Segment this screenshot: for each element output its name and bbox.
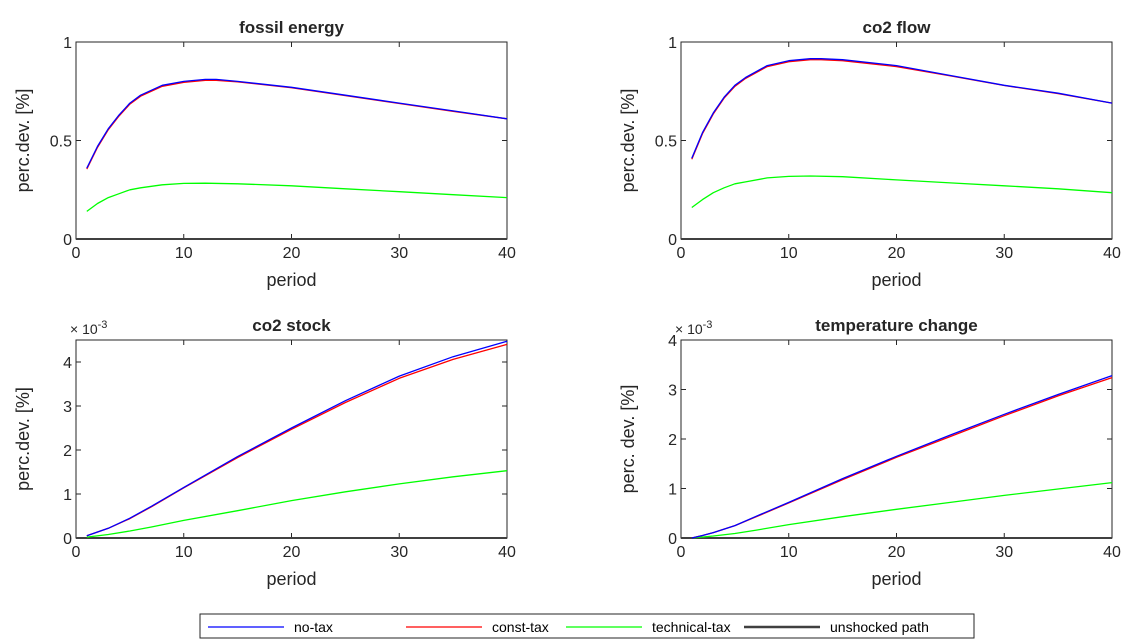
legend-item: no-tax — [208, 619, 333, 635]
series-line-technical-tax — [691, 481, 1113, 539]
x-tick-label: 0 — [677, 245, 686, 262]
x-tick-label: 30 — [995, 245, 1013, 262]
y-tick-label: 0 — [668, 232, 677, 249]
x-tick-label: 10 — [175, 245, 193, 262]
series-line-technical-tax — [86, 182, 508, 212]
x-tick-label: 10 — [780, 245, 798, 262]
series-line-no-tax — [691, 58, 1113, 159]
y-exponent-power: -3 — [98, 319, 108, 331]
x-tick-label: 40 — [498, 544, 516, 561]
x-tick-label: 30 — [390, 544, 408, 561]
subplot-3: 0 10 20 30 40 0 1 2 3 4 × 10-3 co2 stock period perc.… — [13, 316, 516, 589]
axes-box — [680, 339, 1113, 539]
y-tick-label: 3 — [63, 399, 72, 416]
legend: no-tax const-tax technical-tax unshocked pa… — [199, 613, 975, 639]
axes-box — [75, 41, 508, 240]
x-axis-label: period — [266, 270, 316, 290]
x-tick-label: 10 — [175, 544, 193, 561]
legend-label: technical-tax — [652, 619, 731, 635]
series-line-technical-tax — [691, 175, 1113, 209]
y-tick-label: 0 — [63, 531, 72, 548]
x-tick-label: 40 — [1103, 245, 1121, 262]
y-tick-label: 1 — [63, 487, 72, 504]
series-line-no-tax — [691, 374, 1113, 539]
x-tick-label: 30 — [390, 245, 408, 262]
legend-label: const-tax — [492, 619, 549, 635]
x-tick-label: 20 — [283, 544, 301, 561]
x-axis-label: period — [266, 569, 316, 589]
x-tick-label: 0 — [677, 544, 686, 561]
legend-item: unshocked path — [744, 619, 929, 635]
subplot-4: 0 10 20 30 40 0 1 2 3 4× 10-3 temperature change pe… — [618, 316, 1121, 589]
y-tick-label: 2 — [668, 432, 677, 449]
x-tick-label: 20 — [888, 544, 906, 561]
y-exponent-base: × 10 — [675, 321, 703, 337]
legend-label: unshocked path — [830, 619, 929, 635]
legend-box — [199, 613, 975, 639]
chart-title: co2 flow — [862, 18, 931, 37]
y-exponent-label: × 10-3 — [675, 319, 712, 337]
y-tick-label: 0 — [668, 531, 677, 548]
axes-box — [75, 339, 508, 539]
legend-item: const-tax — [406, 619, 549, 635]
y-exponent-label: × 10-3 — [70, 319, 107, 337]
x-tick-label: 40 — [498, 245, 516, 262]
y-tick-label: 0.5 — [655, 134, 677, 151]
series-line-no-tax — [86, 340, 508, 537]
y-axis-label: perc.dev. [%] — [13, 89, 33, 193]
y-tick-label: 1 — [63, 35, 72, 52]
y-tick-label: 1 — [668, 482, 677, 499]
x-tick-label: 30 — [995, 544, 1013, 561]
y-tick-label: 3 — [668, 383, 677, 400]
series-line-no-tax — [86, 78, 508, 169]
y-exponent-base: × 10 — [70, 321, 98, 337]
x-tick-label: 0 — [72, 245, 81, 262]
y-axis-label: perc. dev. [%] — [618, 385, 638, 494]
x-tick-label: 10 — [780, 544, 798, 561]
x-axis-label: period — [871, 270, 921, 290]
subplot-2: 0 10 20 30 40 0 0.5 1 co2 flow period perc.dev. [%… — [618, 18, 1121, 290]
y-axis-label: perc.dev. [%] — [618, 89, 638, 193]
x-axis-label: period — [871, 569, 921, 589]
x-tick-label: 0 — [72, 544, 81, 561]
chart-title: co2 stock — [252, 316, 331, 335]
series-line-technical-tax — [86, 470, 508, 538]
y-tick-label: 4 — [668, 333, 677, 350]
subplot-1: 0 10 20 30 40 0 0.5 1 fossil energy period perc.de… — [13, 18, 516, 290]
x-tick-label: 20 — [283, 245, 301, 262]
y-tick-label: 4 — [63, 355, 72, 372]
chart-title: temperature change — [815, 316, 978, 335]
y-tick-label: 0.5 — [50, 134, 72, 151]
axes-box — [680, 41, 1113, 240]
y-exponent-power: -3 — [703, 319, 713, 331]
y-tick-label: 1 — [668, 35, 677, 52]
x-tick-label: 20 — [888, 245, 906, 262]
chart-title: fossil energy — [239, 18, 344, 37]
x-tick-label: 40 — [1103, 544, 1121, 561]
y-axis-label: perc.dev. [%] — [13, 387, 33, 491]
legend-label: no-tax — [294, 619, 333, 635]
y-tick-label: 2 — [63, 443, 72, 460]
legend-item: technical-tax — [566, 619, 731, 635]
y-tick-label: 0 — [63, 232, 72, 249]
